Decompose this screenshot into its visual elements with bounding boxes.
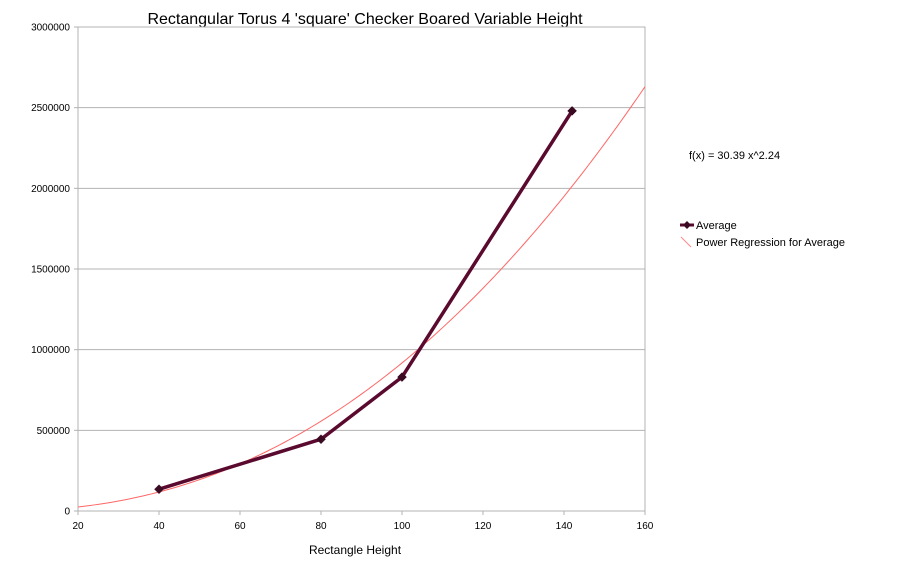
series-layer bbox=[154, 106, 577, 495]
axes-layer bbox=[74, 26, 646, 515]
chart-title: Rectangular Torus 4 'square' Checker Boa… bbox=[147, 11, 583, 28]
series-line-average bbox=[158, 109, 574, 491]
data-point bbox=[316, 434, 326, 445]
x-tick-label: 140 bbox=[556, 521, 573, 532]
y-tick-label: 500000 bbox=[37, 426, 71, 437]
x-tick-label: 60 bbox=[234, 521, 246, 532]
y-tick-label: 0 bbox=[64, 507, 70, 518]
regression-layer bbox=[77, 86, 646, 508]
x-tick-label: 120 bbox=[475, 521, 492, 532]
legend-item-regression: Power Regression for Average bbox=[680, 236, 845, 249]
x-tick-label: 160 bbox=[637, 521, 654, 532]
y-tick-label: 1000000 bbox=[31, 345, 70, 356]
data-point bbox=[397, 372, 407, 382]
data-point bbox=[567, 106, 577, 116]
legend-item-average: Average bbox=[680, 220, 737, 232]
legend-average-marker bbox=[683, 221, 691, 229]
x-axis-label: Rectangle Height bbox=[309, 543, 402, 557]
legend-average-label: Average bbox=[696, 220, 737, 232]
x-tick-label: 40 bbox=[153, 521, 165, 532]
legend: Average Power Regression for Average bbox=[680, 220, 845, 249]
x-tick-label: 100 bbox=[394, 521, 411, 532]
y-tick-label: 3000000 bbox=[31, 23, 70, 34]
plot-area-frame bbox=[77, 26, 646, 512]
y-tick-label: 2000000 bbox=[31, 184, 70, 195]
y-tick-label: 2500000 bbox=[31, 103, 70, 114]
x-tick-label: 20 bbox=[72, 521, 84, 532]
legend-regression-label: Power Regression for Average bbox=[696, 237, 845, 249]
tick-labels: 0 500000 1000000 1500000 2000000 2500000 30000… bbox=[31, 23, 654, 533]
data-point bbox=[154, 484, 164, 495]
regression-curve bbox=[77, 86, 646, 508]
legend-regression-line bbox=[680, 236, 692, 248]
x-tick-label: 80 bbox=[315, 521, 327, 532]
y-tick-label: 1500000 bbox=[31, 265, 70, 276]
regression-formula: f(x) = 30.39 x^2.24 bbox=[689, 150, 780, 162]
